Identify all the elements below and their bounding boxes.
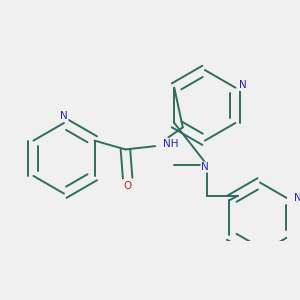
Text: N: N [60, 111, 68, 122]
Text: N: N [239, 80, 247, 91]
Text: N: N [294, 193, 300, 203]
Text: NH: NH [164, 139, 179, 149]
Text: O: O [124, 181, 132, 191]
Text: N: N [201, 162, 209, 172]
